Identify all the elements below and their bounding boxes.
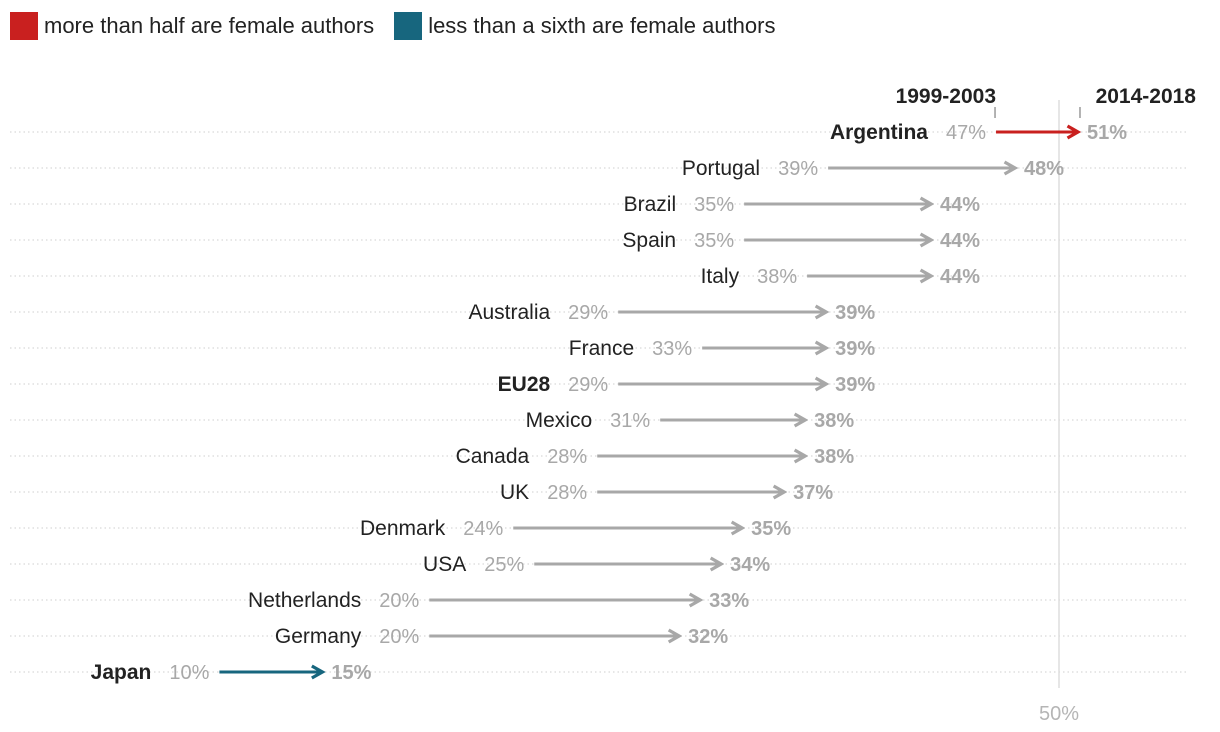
start-value-label: 39% <box>778 158 818 180</box>
start-value-label: 28% <box>547 446 587 468</box>
row-uk: 28% UK 37% <box>500 481 833 504</box>
legend-item-low: less than a sixth are female authors <box>394 12 775 40</box>
legend: more than half are female authors less t… <box>10 12 795 40</box>
row-netherlands: 20% Netherlands 33% <box>248 589 749 612</box>
row-japan: 10% Japan 15% <box>91 661 372 684</box>
start-value-label: 38% <box>757 266 797 288</box>
end-value-label: 37% <box>793 482 833 504</box>
row-brazil: 35% Brazil 44% <box>624 193 981 216</box>
row-australia: 29% Australia 39% <box>468 301 875 324</box>
start-value-label: 28% <box>547 482 587 504</box>
legend-swatch-high <box>10 12 38 40</box>
row-argentina: 47% Argentina 51% <box>830 121 1127 144</box>
grid-lines <box>10 131 1188 673</box>
country-label: France <box>569 337 634 360</box>
row-spain: 35% Spain 44% <box>622 229 980 252</box>
period-start-header: 1999-2003 <box>896 85 996 108</box>
reference-line-label: 50% <box>1039 703 1079 725</box>
country-label: Italy <box>701 265 740 288</box>
start-value-label: 47% <box>946 122 986 144</box>
country-label: Spain <box>622 229 676 252</box>
row-france: 33% France 39% <box>569 337 876 360</box>
end-value-label: 32% <box>688 626 728 648</box>
start-value-label: 33% <box>652 338 692 360</box>
end-value-label: 35% <box>751 518 791 540</box>
end-value-label: 48% <box>1024 158 1064 180</box>
start-value-label: 35% <box>694 194 734 216</box>
start-value-label: 29% <box>568 374 608 396</box>
end-value-label: 38% <box>814 410 854 432</box>
country-label: Netherlands <box>248 589 361 612</box>
country-label: EU28 <box>498 373 551 396</box>
start-value-label: 20% <box>379 590 419 612</box>
row-denmark: 24% Denmark 35% <box>360 517 791 540</box>
end-value-label: 39% <box>835 302 875 324</box>
end-value-label: 38% <box>814 446 854 468</box>
start-value-label: 29% <box>568 302 608 324</box>
row-mexico: 31% Mexico 38% <box>526 409 855 432</box>
end-value-label: 15% <box>331 662 371 684</box>
end-value-label: 34% <box>730 554 770 576</box>
row-usa: 25% USA 34% <box>423 553 770 576</box>
row-eu28: 29% EU28 39% <box>498 373 876 396</box>
end-value-label: 44% <box>940 230 980 252</box>
row-portugal: 39% Portugal 48% <box>682 157 1064 180</box>
start-value-label: 35% <box>694 230 734 252</box>
end-value-label: 51% <box>1087 122 1127 144</box>
country-label: Brazil <box>624 193 677 216</box>
country-label: Portugal <box>682 157 760 180</box>
country-label: Argentina <box>830 121 928 144</box>
legend-label-low: less than a sixth are female authors <box>428 13 776 38</box>
row-italy: 38% Italy 44% <box>701 265 981 288</box>
chart-rows: 47% Argentina 51% 39% Portugal 48% 35% Brazil 44… <box>91 121 1128 684</box>
end-value-label: 44% <box>940 194 980 216</box>
start-value-label: 10% <box>169 662 209 684</box>
period-headers: 1999-2003 2014-2018 <box>896 85 1197 118</box>
country-label: Denmark <box>360 517 446 540</box>
legend-item-high: more than half are female authors <box>10 12 374 40</box>
start-value-label: 31% <box>610 410 650 432</box>
country-label: Canada <box>456 445 530 468</box>
end-value-label: 44% <box>940 266 980 288</box>
end-value-label: 39% <box>835 338 875 360</box>
legend-label-high: more than half are female authors <box>44 13 375 38</box>
start-value-label: 24% <box>463 518 503 540</box>
row-canada: 28% Canada 38% <box>456 445 855 468</box>
country-label: USA <box>423 553 466 576</box>
end-value-label: 39% <box>835 374 875 396</box>
period-end-header: 2014-2018 <box>1096 85 1197 108</box>
country-label: Mexico <box>526 409 593 432</box>
legend-swatch-low <box>394 12 423 40</box>
country-label: Australia <box>468 301 550 324</box>
start-value-label: 25% <box>484 554 524 576</box>
start-value-label: 20% <box>379 626 419 648</box>
country-label: Germany <box>275 625 362 648</box>
row-germany: 20% Germany 32% <box>275 625 729 648</box>
country-label: UK <box>500 481 529 504</box>
country-label: Japan <box>91 661 152 684</box>
end-value-label: 33% <box>709 590 749 612</box>
